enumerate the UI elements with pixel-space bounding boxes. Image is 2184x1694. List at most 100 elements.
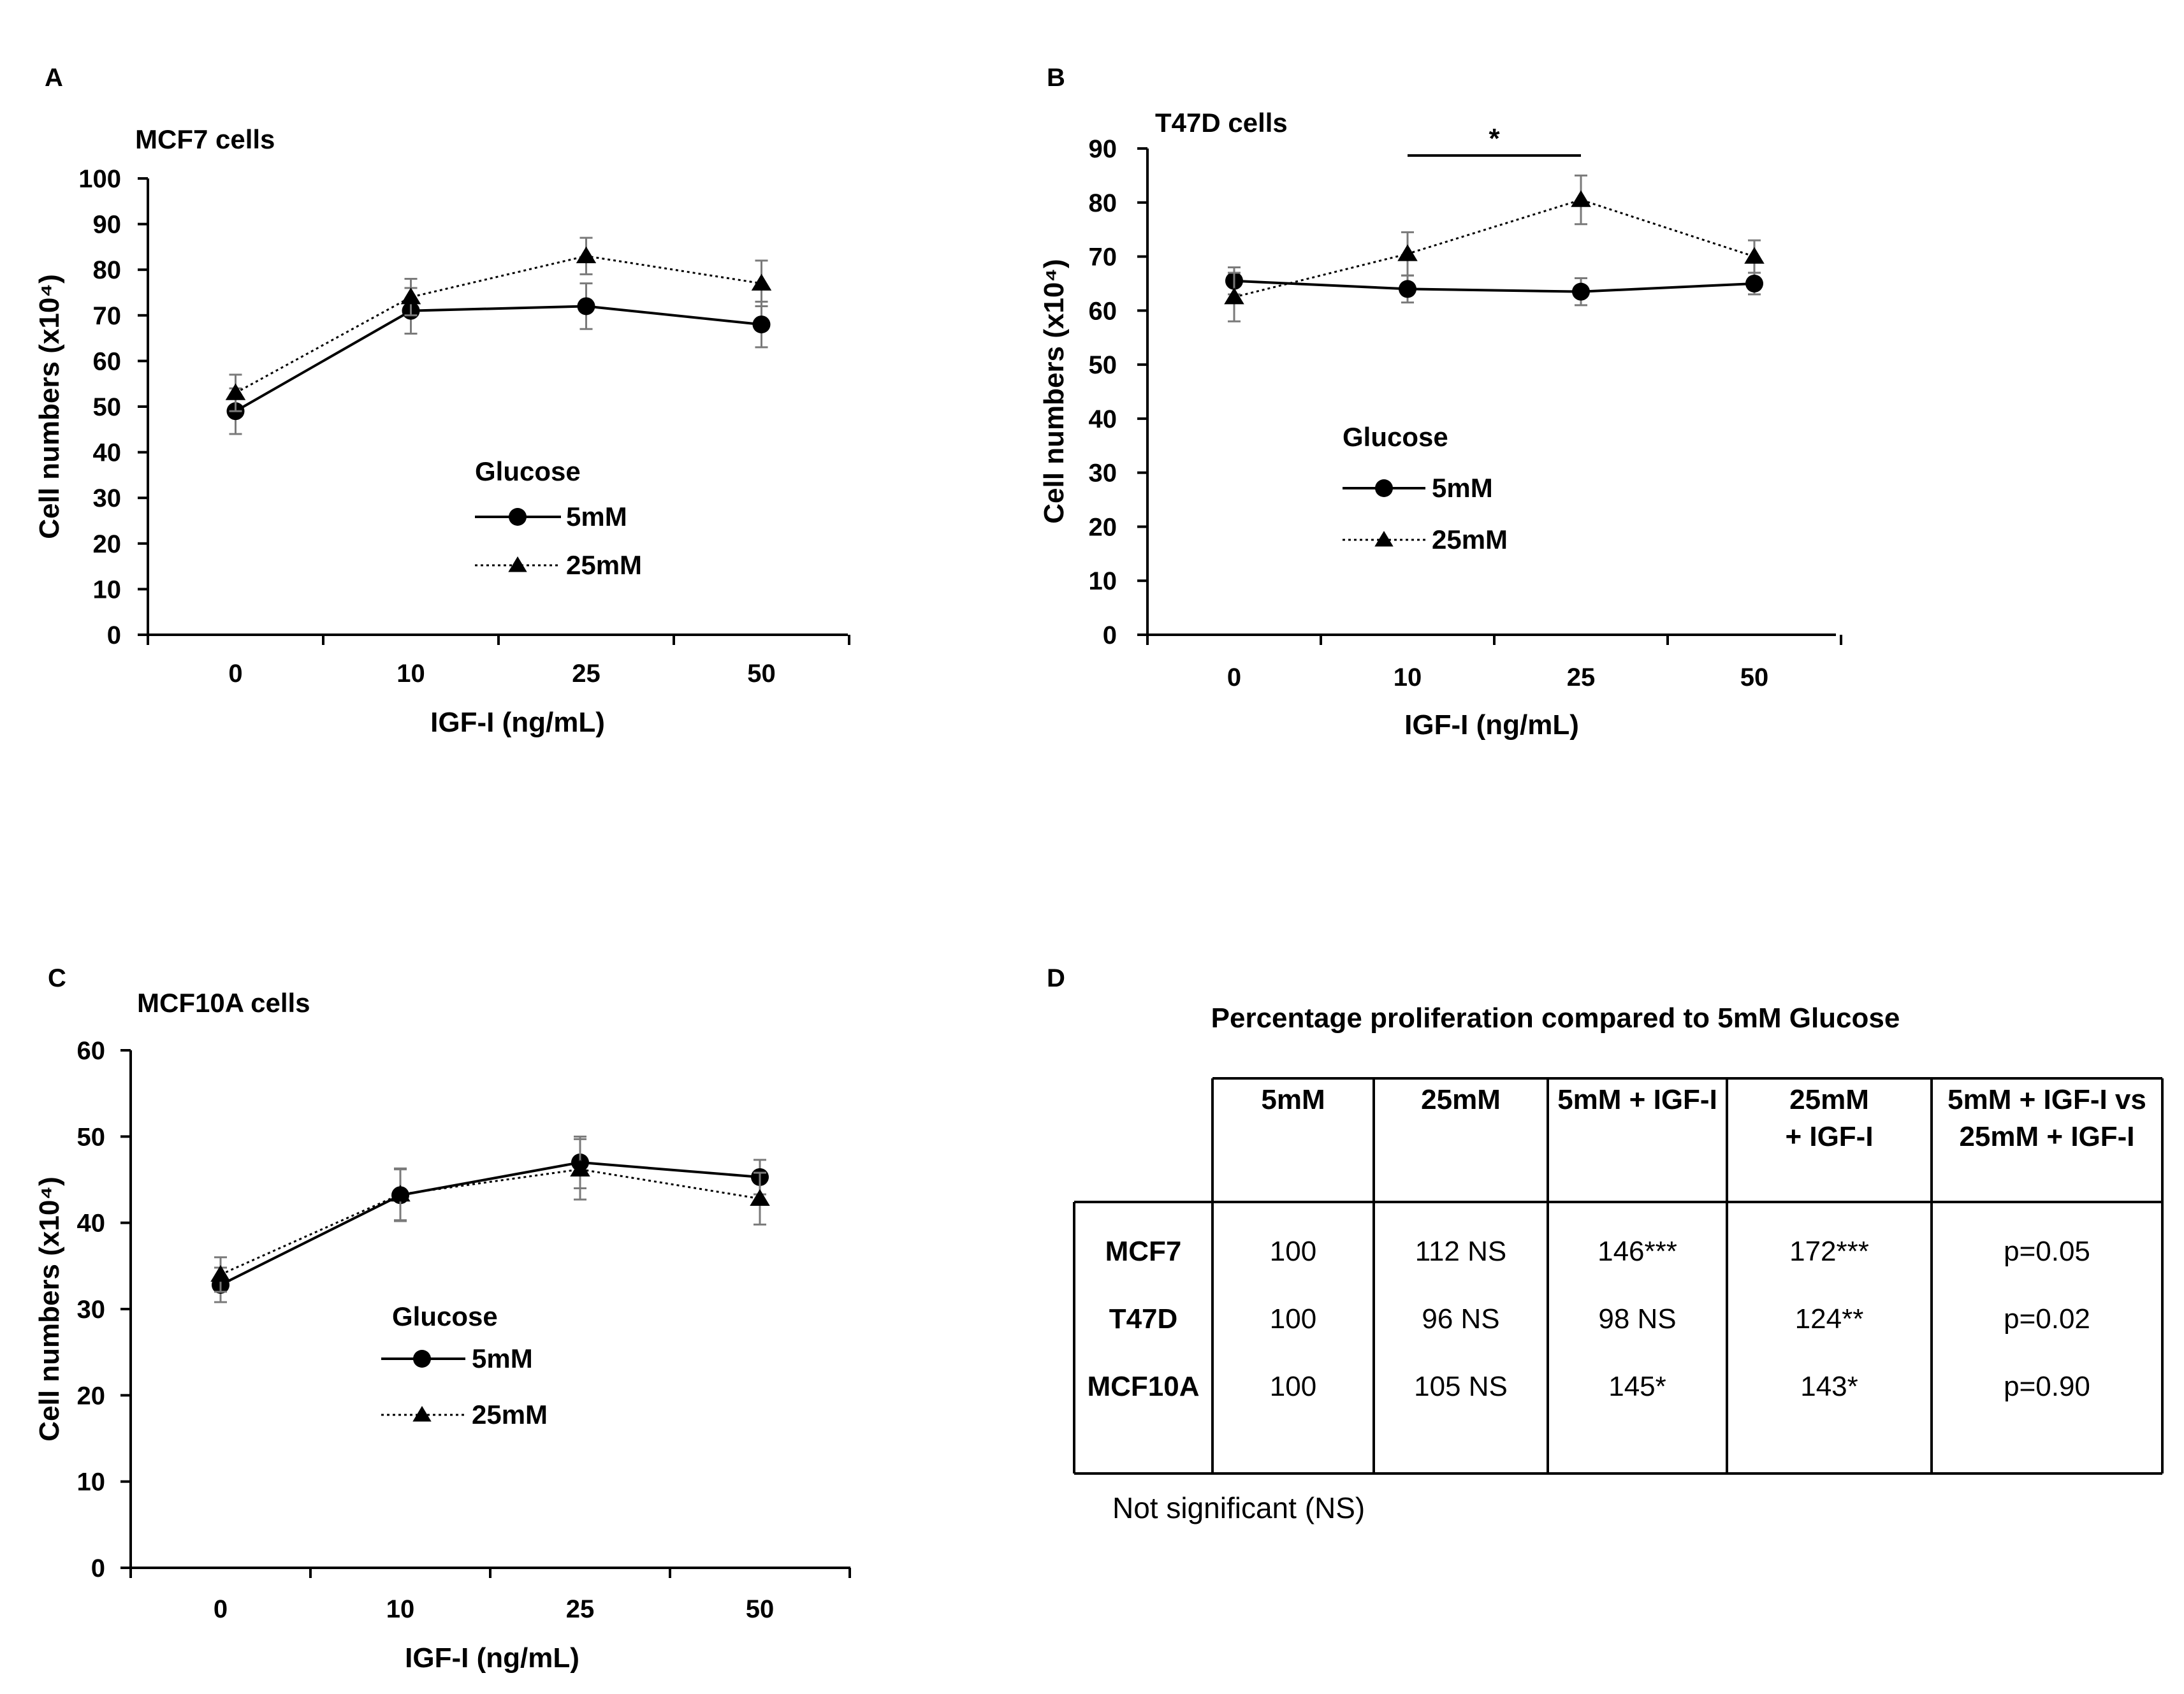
data-point-triangle xyxy=(400,287,421,305)
data-point-circle xyxy=(752,315,771,334)
table-column-header-line: 5mM + IGF-I vs xyxy=(1947,1084,2146,1115)
data-point-triangle xyxy=(1571,190,1591,207)
y-tick-label: 50 xyxy=(77,1123,106,1151)
legend-title: Glucose xyxy=(475,456,581,486)
data-point-triangle xyxy=(751,273,772,291)
significance-star: * xyxy=(1489,123,1500,154)
table-cell: p=0.05 xyxy=(2004,1236,2090,1267)
x-tick-label: 0 xyxy=(214,1595,228,1623)
chart-title: MCF10A cells xyxy=(137,988,310,1018)
table-cell: p=0.02 xyxy=(2004,1303,2090,1335)
data-point-triangle xyxy=(225,383,246,400)
y-tick-label: 100 xyxy=(78,165,121,193)
y-tick-label: 0 xyxy=(1103,621,1117,649)
series-25mm xyxy=(225,236,772,412)
y-tick-label: 70 xyxy=(93,302,122,330)
legend-label: 5mM xyxy=(566,502,627,532)
y-tick-label: 80 xyxy=(1089,189,1117,217)
panel-letter: D xyxy=(1047,964,1065,992)
table-title: Percentage proliferation compared to 5mM… xyxy=(1211,1003,1900,1034)
data-point-triangle xyxy=(750,1189,770,1206)
x-axis-title: IGF-I (ng/mL) xyxy=(430,707,605,738)
y-tick-label: 90 xyxy=(93,211,122,239)
panel-letter: C xyxy=(48,964,66,992)
series-line xyxy=(1234,198,1755,298)
table-column-header: 25mM + IGF-I xyxy=(1785,1084,1873,1152)
legend-marker-circle xyxy=(413,1350,431,1368)
table-row-label: T47D xyxy=(1109,1303,1178,1335)
chart-title: T47D cells xyxy=(1155,108,1288,138)
table-cell: 145* xyxy=(1608,1371,1666,1402)
data-point-circle xyxy=(1745,274,1763,293)
x-tick-label: 25 xyxy=(1567,663,1596,691)
table-row-label: MCF7 xyxy=(1105,1236,1182,1267)
legend-label: 25mM xyxy=(566,550,642,580)
legend-marker-triangle xyxy=(508,556,527,572)
y-tick-label: 60 xyxy=(1089,297,1117,325)
y-tick-label: 20 xyxy=(93,530,122,558)
y-tick-label: 10 xyxy=(93,576,122,604)
panel-d-table: D Percentage proliferation compared to 5m… xyxy=(1047,964,2164,1524)
data-point-triangle xyxy=(576,246,597,263)
panel-letter: B xyxy=(1047,64,1065,92)
y-tick-label: 90 xyxy=(1089,135,1117,163)
legend-title: Glucose xyxy=(1343,422,1448,452)
legend: Glucose 5mM 25mM xyxy=(1343,422,1508,554)
table-cell: 100 xyxy=(1270,1303,1316,1335)
series-5mm xyxy=(212,1135,769,1303)
y-tick-label: 10 xyxy=(1089,567,1117,595)
table-column-header: 25mM xyxy=(1421,1084,1501,1115)
data-point-triangle xyxy=(210,1264,231,1282)
y-tick-label: 40 xyxy=(1089,405,1117,433)
legend-marker-triangle xyxy=(1374,531,1394,547)
series-25mm xyxy=(210,1138,770,1293)
table-cell: 172*** xyxy=(1789,1236,1869,1267)
y-tick-label: 60 xyxy=(93,347,122,375)
legend-marker-circle xyxy=(509,508,527,526)
series-5mm xyxy=(226,282,771,435)
x-tick-label: 25 xyxy=(566,1595,595,1623)
table-footnote: Not significant (NS) xyxy=(1112,1491,1365,1524)
x-tick-label: 0 xyxy=(1227,663,1241,691)
table-column-header-line: 5mM + IGF-I xyxy=(1557,1084,1717,1115)
y-axis-title: Cell numbers (x10⁴) xyxy=(1038,259,1070,523)
series-line xyxy=(235,305,762,412)
x-tick-label: 25 xyxy=(572,660,601,688)
panel-b: B T47D cells 0 10 20 30 40 50 60 70 80 90 0 10 25 50 IGF… xyxy=(1038,64,1842,741)
table-cell: 96 NS xyxy=(1422,1303,1499,1335)
x-tick-label: 0 xyxy=(228,660,242,688)
table-column-header: 5mM + IGF-I xyxy=(1557,1084,1717,1115)
table-cell: 112 NS xyxy=(1415,1236,1507,1267)
legend-label: 25mM xyxy=(472,1400,548,1430)
table-column-header-line: + IGF-I xyxy=(1785,1121,1873,1152)
series-25mm xyxy=(1224,174,1765,322)
panel-c: C MCF10A cells 0 10 20 30 40 50 60 0 10 25 50 IGF-I (… xyxy=(34,964,851,1674)
x-tick-label: 10 xyxy=(397,660,425,688)
panel-a: A MCF7 cells 0 10 20 30 40 50 60 70 80 90 100 0 10 25 50… xyxy=(34,64,850,738)
table-column-header-line: 25mM xyxy=(1789,1084,1869,1115)
table-column-header-line: 25mM xyxy=(1421,1084,1501,1115)
data-point-circle xyxy=(577,297,595,315)
x-axis-title: IGF-I (ng/mL) xyxy=(405,1642,579,1674)
legend-marker-circle xyxy=(1375,479,1393,497)
y-axis-title: Cell numbers (x10⁴) xyxy=(34,1176,65,1441)
legend: Glucose 5mM 25mM xyxy=(381,1301,548,1430)
table-cell: 143* xyxy=(1800,1371,1858,1402)
legend-title: Glucose xyxy=(392,1301,498,1331)
data-point-triangle xyxy=(1744,247,1765,264)
y-tick-label: 50 xyxy=(1089,351,1117,379)
x-tick-label: 10 xyxy=(386,1595,415,1623)
y-tick-label: 40 xyxy=(77,1210,106,1238)
table-cell: 146*** xyxy=(1598,1236,1677,1267)
data-point-circle xyxy=(1399,280,1416,298)
y-tick-label: 10 xyxy=(77,1468,106,1496)
y-tick-label: 30 xyxy=(93,484,122,512)
data-point-circle xyxy=(1572,282,1590,301)
legend-label: 5mM xyxy=(1432,473,1493,503)
data-point-triangle xyxy=(1224,287,1244,305)
y-tick-label: 70 xyxy=(1089,243,1117,271)
table-cell: p=0.90 xyxy=(2004,1371,2090,1402)
data-point-triangle xyxy=(570,1159,590,1177)
legend: Glucose 5mM 25mM xyxy=(475,456,642,580)
